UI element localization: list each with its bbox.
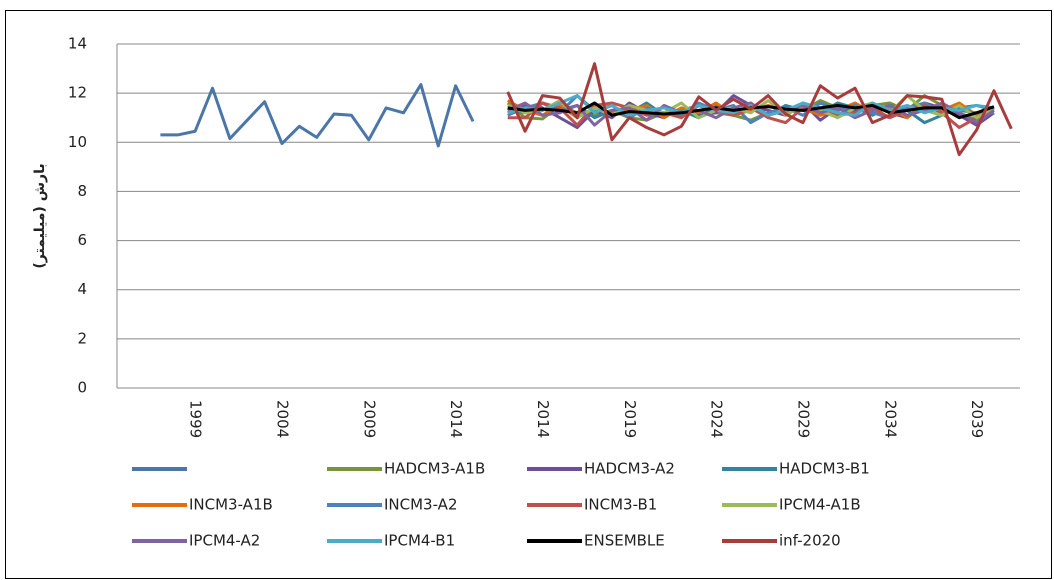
y-tick-label: 10 — [68, 133, 87, 151]
x-tick-label: 1999 — [187, 400, 205, 438]
legend-label: INCM3-A1B — [189, 496, 273, 514]
legend-label: ENSEMBLE — [584, 532, 665, 550]
y-tick-label: 0 — [77, 379, 87, 397]
series-line — [507, 101, 995, 127]
x-tick-label: 2014 — [534, 400, 552, 438]
x-tick-label: 2024 — [708, 400, 726, 438]
x-tick-label: 2034 — [881, 400, 899, 438]
x-tick-label: 2014 — [447, 400, 465, 438]
legend-label: IPCM4-B1 — [384, 532, 455, 550]
y-tick-label: 8 — [77, 182, 87, 200]
legend-label: IPCM4-A2 — [189, 532, 260, 550]
y-tick-label: 6 — [77, 231, 87, 249]
x-tick-label: 2019 — [621, 400, 639, 438]
x-tick-label: 2039 — [968, 400, 986, 438]
y-tick-label: 4 — [77, 280, 87, 298]
y-tick-label: 2 — [77, 329, 87, 347]
legend-label: HADCM3-A2 — [584, 460, 675, 478]
series-line — [160, 83, 475, 148]
series-line — [507, 94, 995, 120]
legend-label: HADCM3-A1B — [384, 460, 485, 478]
x-tick-label: 2009 — [360, 400, 378, 438]
legend-label: inf-2020 — [779, 532, 841, 550]
y-axis-label: بارش (میلیمتر) — [32, 163, 48, 268]
y-tick-label: 12 — [68, 84, 87, 102]
series-line — [506, 62, 1013, 157]
x-tick-label: 2029 — [794, 400, 812, 438]
legend-label: IPCM4-A1B — [779, 496, 861, 514]
legend-label: INCM3-A2 — [384, 496, 458, 514]
legend-label: INCM3-B1 — [584, 496, 657, 514]
legend-label: HADCM3-B1 — [779, 460, 870, 478]
chart-frame — [5, 10, 1052, 579]
x-tick-label: 2004 — [273, 400, 291, 438]
y-tick-label: 14 — [68, 35, 87, 53]
